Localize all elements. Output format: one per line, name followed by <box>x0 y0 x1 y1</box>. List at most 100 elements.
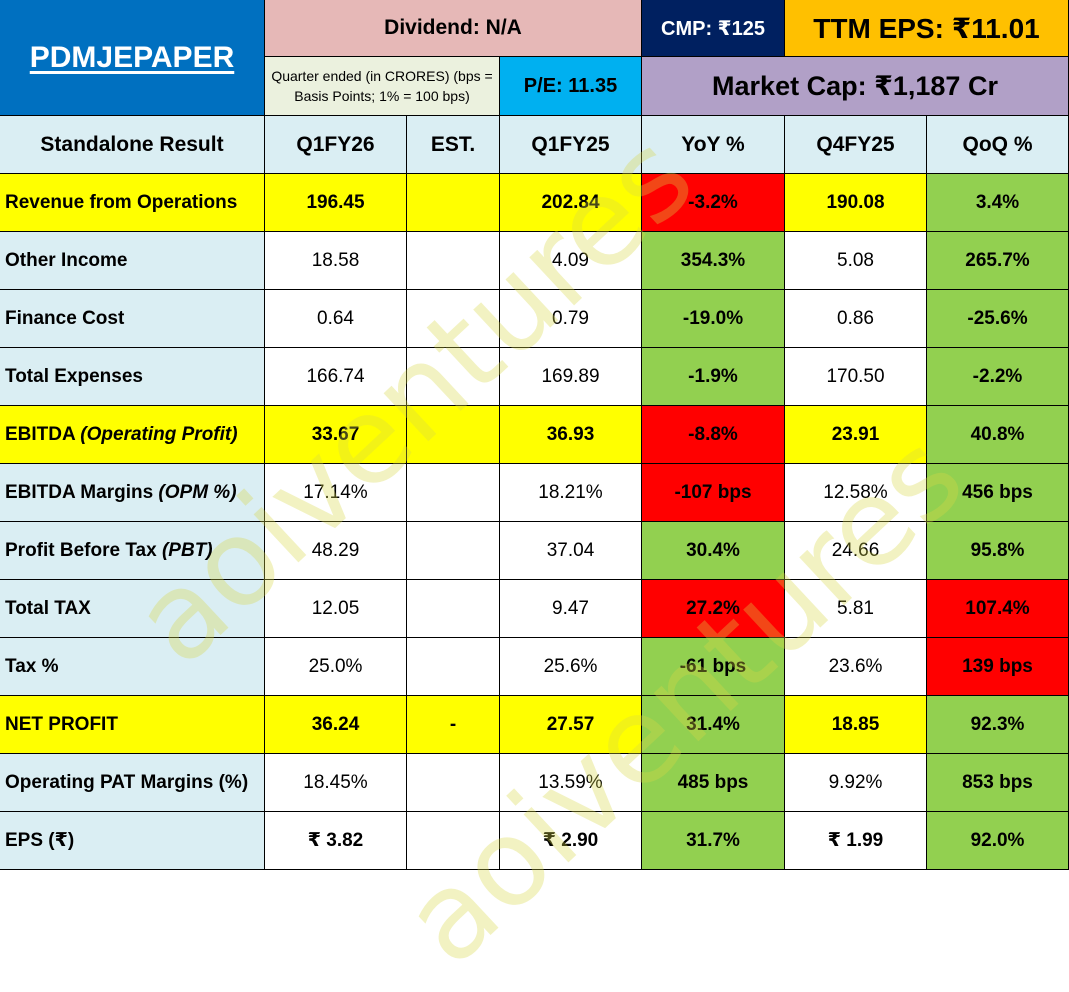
row-label-emphasis: (PBT) <box>161 539 213 561</box>
results-table: PDMJEPAPER Dividend: N/A CMP: ₹125 TTM E… <box>0 0 1069 870</box>
col-header-est: EST. <box>407 116 500 174</box>
cmp-cell: CMP: ₹125 <box>642 0 785 57</box>
dividend-cell: Dividend: N/A <box>265 0 642 57</box>
cell-q1fy26: 25.0% <box>265 638 407 696</box>
cell-yoy: 31.4% <box>642 696 785 754</box>
cell-yoy: 27.2% <box>642 580 785 638</box>
pe-cell: P/E: 11.35 <box>500 57 642 116</box>
cell-est <box>407 348 500 406</box>
cell-est <box>407 754 500 812</box>
cell-est <box>407 174 500 232</box>
cell-yoy: 30.4% <box>642 522 785 580</box>
row-label-emphasis: (OPM %) <box>158 481 237 503</box>
cell-qoq: 265.7% <box>927 232 1069 290</box>
row-label-emphasis: (Operating Profit) <box>80 423 238 445</box>
cell-q4fy25: 5.08 <box>785 232 927 290</box>
cell-q1fy25: 25.6% <box>500 638 642 696</box>
col-header-q1fy25: Q1FY25 <box>500 116 642 174</box>
row-label-text: EPS (₹) <box>5 830 75 851</box>
cell-q4fy25: 170.50 <box>785 348 927 406</box>
cell-yoy: 354.3% <box>642 232 785 290</box>
cell-q4fy25: 23.91 <box>785 406 927 464</box>
row-label-text: EBITDA Margins <box>5 481 159 503</box>
row-label: Total TAX <box>0 580 265 638</box>
row-label: Total Expenses <box>0 348 265 406</box>
row-label: NET PROFIT <box>0 696 265 754</box>
cell-q1fy25: 37.04 <box>500 522 642 580</box>
row-label: Operating PAT Margins (%) <box>0 754 265 812</box>
cell-q1fy25: ₹ 2.90 <box>500 812 642 870</box>
ttm-eps-cell: TTM EPS: ₹11.01 <box>785 0 1069 57</box>
cell-est <box>407 580 500 638</box>
cell-q4fy25: ₹ 1.99 <box>785 812 927 870</box>
cell-yoy: -3.2% <box>642 174 785 232</box>
cell-q1fy26: 12.05 <box>265 580 407 638</box>
brand-title: PDMJEPAPER <box>0 0 265 116</box>
cell-q4fy25: 24.66 <box>785 522 927 580</box>
cell-q1fy25: 4.09 <box>500 232 642 290</box>
col-header-q4fy25: Q4FY25 <box>785 116 927 174</box>
cell-qoq: 40.8% <box>927 406 1069 464</box>
cell-q4fy25: 5.81 <box>785 580 927 638</box>
row-label-text: Total Expenses <box>5 365 143 387</box>
cell-qoq: 3.4% <box>927 174 1069 232</box>
row-label: EBITDA Margins (OPM %) <box>0 464 265 522</box>
cell-qoq: 92.3% <box>927 696 1069 754</box>
cell-qoq: 107.4% <box>927 580 1069 638</box>
row-label: Tax % <box>0 638 265 696</box>
cell-yoy: -1.9% <box>642 348 785 406</box>
cell-q4fy25: 23.6% <box>785 638 927 696</box>
row-label-text: Finance Cost <box>5 307 125 329</box>
cell-qoq: -2.2% <box>927 348 1069 406</box>
cell-q4fy25: 0.86 <box>785 290 927 348</box>
cell-qoq: 95.8% <box>927 522 1069 580</box>
row-label-text: Revenue from Operations <box>5 191 238 213</box>
cell-est <box>407 232 500 290</box>
cell-yoy: 485 bps <box>642 754 785 812</box>
cell-q1fy26: 166.74 <box>265 348 407 406</box>
cell-yoy: -107 bps <box>642 464 785 522</box>
cell-yoy: -61 bps <box>642 638 785 696</box>
cell-q1fy26: 33.67 <box>265 406 407 464</box>
cell-qoq: 139 bps <box>927 638 1069 696</box>
row-label: EBITDA (Operating Profit) <box>0 406 265 464</box>
cell-q1fy25: 13.59% <box>500 754 642 812</box>
cell-est <box>407 812 500 870</box>
cell-q4fy25: 9.92% <box>785 754 927 812</box>
cell-q1fy25: 169.89 <box>500 348 642 406</box>
col-header-q1fy26: Q1FY26 <box>265 116 407 174</box>
cell-q1fy25: 0.79 <box>500 290 642 348</box>
cell-q1fy25: 27.57 <box>500 696 642 754</box>
row-label-text: Operating PAT Margins (%) <box>5 771 249 793</box>
cell-yoy: -8.8% <box>642 406 785 464</box>
cell-q4fy25: 18.85 <box>785 696 927 754</box>
cell-q4fy25: 12.58% <box>785 464 927 522</box>
cell-q1fy26: 36.24 <box>265 696 407 754</box>
cell-est <box>407 638 500 696</box>
row-label-text: Other Income <box>5 249 128 271</box>
cell-yoy: 31.7% <box>642 812 785 870</box>
cell-q1fy25: 36.93 <box>500 406 642 464</box>
cell-q1fy26: 48.29 <box>265 522 407 580</box>
cell-q1fy26: 196.45 <box>265 174 407 232</box>
row-label-text: NET PROFIT <box>5 713 118 735</box>
quarter-note: Quarter ended (in CRORES) (bps = Basis P… <box>265 57 500 116</box>
cell-est <box>407 290 500 348</box>
cell-qoq: 456 bps <box>927 464 1069 522</box>
cell-q1fy25: 9.47 <box>500 580 642 638</box>
row-label-text: Profit Before Tax <box>5 539 162 561</box>
row-label-text: Total TAX <box>5 597 91 619</box>
cell-qoq: 853 bps <box>927 754 1069 812</box>
cell-qoq: 92.0% <box>927 812 1069 870</box>
col-header-qoq: QoQ % <box>927 116 1069 174</box>
cell-q1fy25: 18.21% <box>500 464 642 522</box>
row-label-text: Tax % <box>5 655 59 677</box>
row-label: Finance Cost <box>0 290 265 348</box>
cell-q1fy26: ₹ 3.82 <box>265 812 407 870</box>
market-cap-cell: Market Cap: ₹1,187 Cr <box>642 57 1069 116</box>
col-header-label: Standalone Result <box>0 116 265 174</box>
cell-est: - <box>407 696 500 754</box>
row-label-text: EBITDA <box>5 423 81 445</box>
cell-yoy: -19.0% <box>642 290 785 348</box>
col-header-yoy: YoY % <box>642 116 785 174</box>
